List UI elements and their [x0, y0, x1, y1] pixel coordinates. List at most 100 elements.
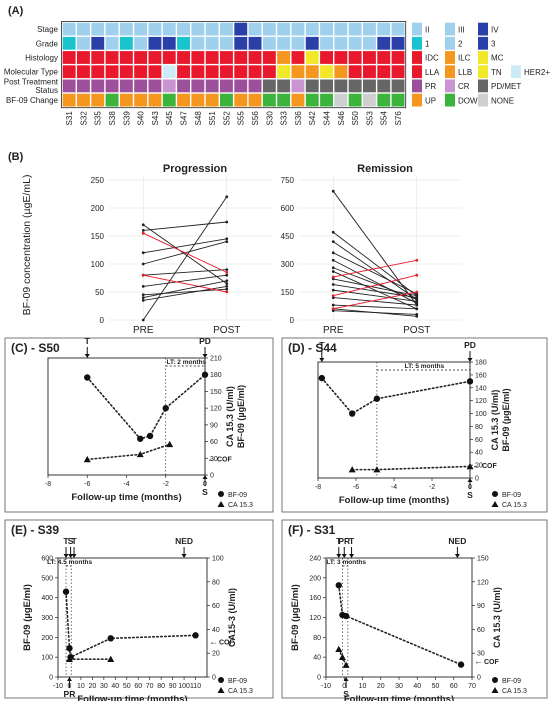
y-tick-label: 100	[91, 260, 105, 269]
heatmap-cell	[348, 36, 362, 50]
event-label: S	[467, 490, 473, 500]
pair-line	[143, 269, 227, 276]
heatmap-cell	[248, 93, 262, 107]
y-right-tick-label: 30	[477, 651, 485, 658]
heatmap-cell	[363, 79, 376, 93]
event-arrowhead	[341, 554, 347, 558]
cof-label: COF	[219, 639, 235, 646]
bf09-point	[318, 374, 325, 382]
pair-line	[333, 259, 417, 278]
pair-line	[332, 241, 418, 300]
column-label: S36	[294, 111, 303, 126]
row-label: Grade	[36, 39, 59, 48]
x-tick-label: 30	[395, 683, 403, 690]
column-label: S76	[394, 111, 403, 126]
heatmap-cell	[377, 79, 391, 93]
legend-swatch	[412, 36, 422, 50]
heatmap-cell	[234, 36, 248, 50]
heatmap-cell	[377, 51, 391, 64]
heatmap-cell	[134, 93, 148, 107]
bf09-point	[349, 410, 356, 417]
legend-bf09-marker	[218, 491, 224, 497]
pre-point	[141, 229, 145, 232]
cof-label: COF	[217, 456, 233, 463]
heatmap-cell	[291, 36, 305, 50]
bf09-point	[192, 632, 199, 639]
heatmap-cell	[134, 79, 148, 93]
event-arrowhead	[84, 354, 90, 358]
heatmap-cell	[277, 93, 291, 107]
heatmap-cell	[134, 65, 148, 79]
heatmap-cell	[334, 36, 348, 50]
heatmap-cell	[220, 79, 233, 93]
heatmap-cell	[62, 22, 76, 36]
heatmap-cell	[134, 36, 148, 50]
heatmap-cell	[262, 22, 276, 36]
lt-label: LT: 2 months	[167, 359, 207, 366]
heatmap-cell	[220, 65, 233, 79]
legend-swatch	[511, 65, 521, 79]
row-label: Histology	[25, 54, 58, 63]
legend-label: LLB	[458, 68, 472, 77]
pre-point	[331, 240, 335, 244]
pair-line	[333, 310, 417, 315]
legend-label: 2	[458, 40, 463, 49]
bf09-point	[466, 378, 474, 385]
y-tick-label: 210	[210, 356, 222, 363]
pre-point	[141, 251, 145, 255]
post-point	[415, 296, 419, 299]
bf09-point	[137, 435, 144, 442]
pre-point	[331, 294, 335, 298]
heatmap-cell	[91, 22, 105, 36]
bf09-point	[107, 635, 114, 642]
event-label: NED	[448, 536, 466, 546]
heatmap-cell	[262, 79, 276, 93]
post-point	[225, 285, 229, 288]
x-tick-label: 10	[359, 683, 367, 690]
x-tick-label: -2	[163, 481, 169, 488]
pre-point	[331, 283, 335, 286]
legend-label: II	[425, 25, 429, 34]
x-tick-label: -6	[84, 481, 90, 488]
post-point	[225, 287, 229, 291]
ca153-point	[166, 440, 174, 448]
heatmap-cell	[205, 22, 219, 36]
heatmap-cell	[162, 36, 176, 50]
y-tick-label: 180	[210, 372, 222, 379]
y-right-axis-label: BF-09 (µgE/ml)	[236, 385, 246, 448]
post-point	[225, 268, 229, 271]
post-point	[415, 290, 419, 294]
heatmap-cell	[305, 93, 319, 107]
heatmap-cell	[262, 36, 276, 50]
heatmap-cell	[262, 93, 276, 107]
event-arrowhead	[349, 554, 355, 558]
y-tick-label: 0	[100, 316, 105, 325]
heatmap-cell	[377, 65, 391, 79]
heatmap-cell	[220, 93, 233, 107]
pair-line	[333, 291, 417, 310]
y-right-tick-label: 150	[477, 556, 489, 563]
panel-a-label: (A)	[8, 5, 24, 17]
legend-swatch	[412, 51, 422, 64]
legend-label: TN	[491, 68, 502, 77]
legend-label: 1	[425, 40, 430, 49]
lt-label: LT: 4.5 months	[47, 559, 92, 566]
heatmap-cell	[348, 65, 362, 79]
y-tick-label: 40	[313, 655, 321, 662]
bf09-point	[457, 661, 465, 668]
legend-swatch	[478, 79, 488, 93]
heatmap-cell	[105, 65, 119, 79]
heatmap-cell	[334, 93, 348, 107]
event-label: S	[202, 487, 208, 497]
legend-bf09-marker	[218, 677, 224, 683]
column-label: S45	[165, 111, 174, 126]
x-tick-label: 50	[123, 683, 131, 690]
legend-swatch	[445, 51, 455, 64]
column-label: S43	[151, 111, 160, 126]
y-tick-label: 300	[281, 260, 295, 269]
x-tick-label: 10	[77, 683, 85, 690]
cof-label: COF	[482, 463, 498, 470]
x-tick-label: 40	[413, 683, 421, 690]
